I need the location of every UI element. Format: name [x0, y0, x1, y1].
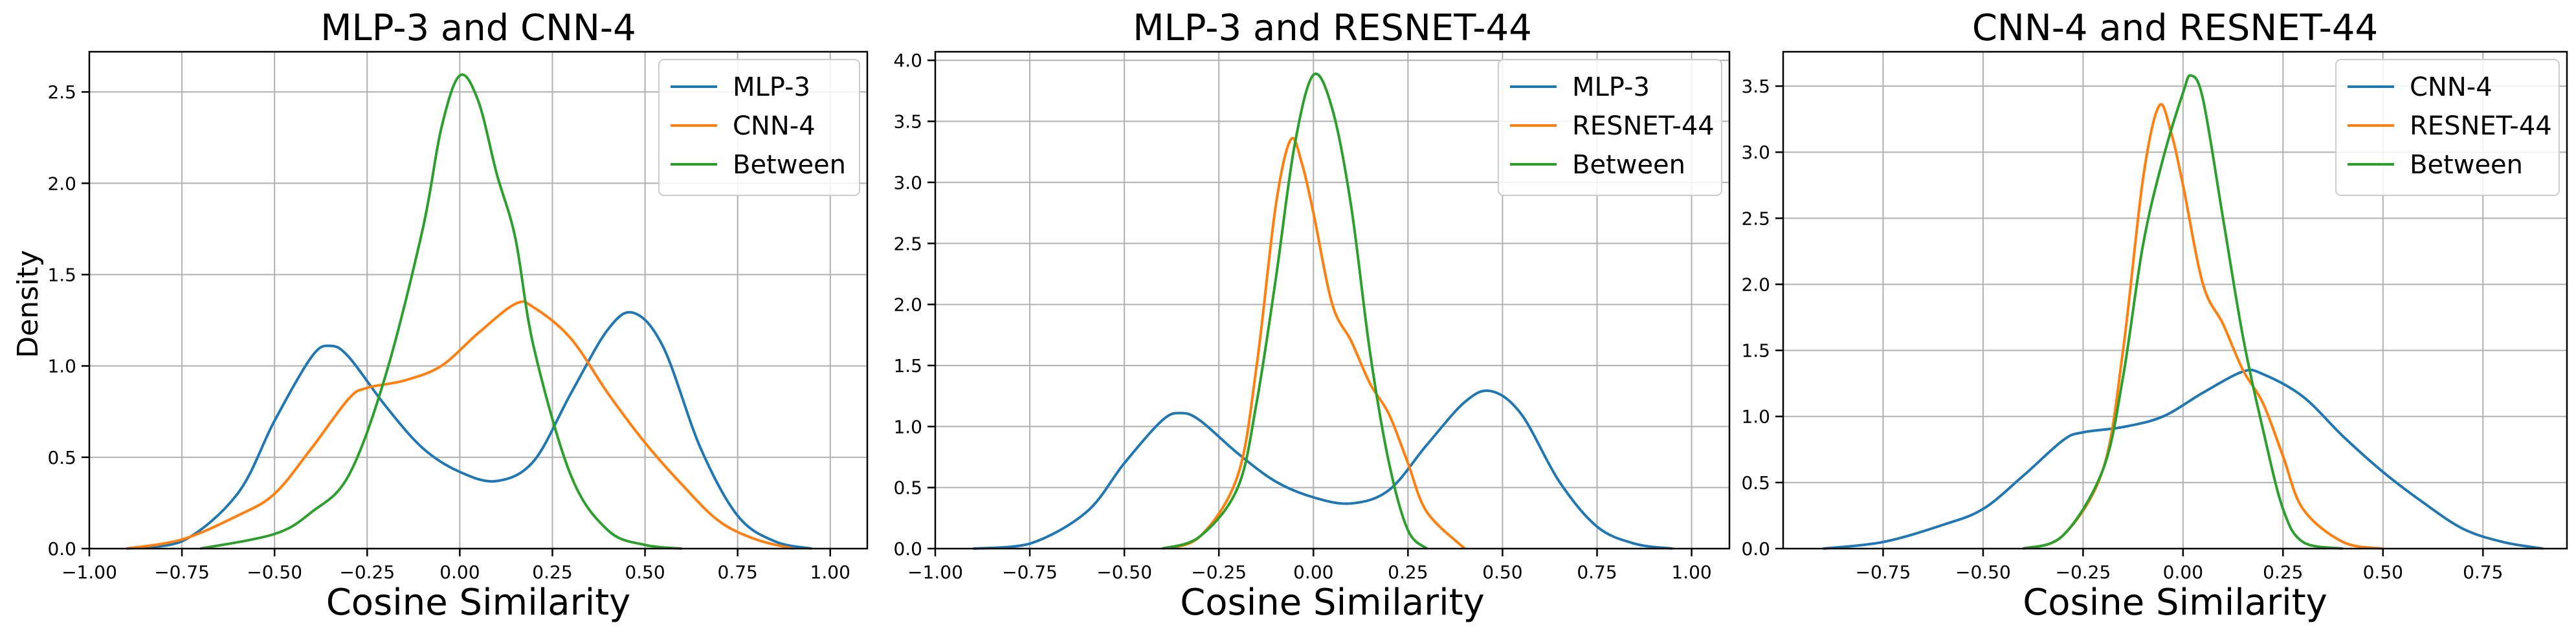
y-tick-label: 3.0	[893, 172, 922, 193]
x-tick-label: 0.00	[2163, 562, 2203, 583]
y-tick-label: 1.5	[47, 264, 76, 285]
x-tick-label: 0.75	[1577, 562, 1617, 583]
x-tick-label: −0.75	[1856, 562, 1911, 583]
legend-box	[658, 59, 860, 196]
y-tick-label: 2.5	[1741, 208, 1770, 229]
y-tick-label: 1.0	[47, 356, 76, 377]
x-axis-label: Cosine Similarity	[2023, 582, 2327, 624]
y-tick-label: 3.5	[893, 111, 922, 133]
y-tick-label: 2.5	[893, 233, 922, 254]
series-line-cnn-4	[126, 300, 794, 550]
y-tick-label: 2.0	[893, 294, 922, 316]
y-tick-label: 1.5	[893, 355, 922, 377]
series-line-between	[1161, 72, 1428, 550]
series-line-mlp-3	[973, 389, 1673, 550]
x-tick-label: 0.00	[1293, 562, 1333, 583]
plot-frame	[1782, 50, 2568, 550]
y-tick-label: 4.0	[893, 50, 922, 71]
series-line-between	[200, 73, 683, 550]
legend-entry: RESNET-44	[1572, 111, 1715, 141]
y-tick-label: 1.0	[893, 416, 922, 437]
x-tick-label: −0.50	[1096, 562, 1152, 583]
x-tick-label: 1.00	[1671, 562, 1711, 583]
x-tick-label: −0.25	[2055, 562, 2111, 583]
x-tick-label: 0.50	[2363, 562, 2403, 583]
legend-box	[1498, 59, 1722, 196]
x-tick-label: 0.25	[2263, 562, 2303, 583]
series-line-resnet-44	[1161, 137, 1466, 550]
legend-entry: MLP-3	[1572, 72, 1650, 102]
y-tick-label: 0.0	[1741, 538, 1770, 560]
x-tick-label: −0.50	[247, 562, 302, 583]
series-line-mlp-3	[126, 311, 812, 550]
y-tick-label: 0.5	[1741, 472, 1770, 494]
y-tick-label: 3.0	[1741, 142, 1770, 163]
x-tick-label: −1.00	[61, 562, 117, 583]
y-tick-label: 0.0	[47, 538, 76, 560]
chart-title: CNN-4 and RESNET-44	[1972, 7, 2378, 49]
legend-box	[2335, 59, 2560, 196]
series-line-between	[2023, 74, 2344, 550]
chart-panel-3: −0.75 −0.50 −0.25 0.00 0.25 0.50 0.75 0.0 0.5 1.0…	[1741, 7, 2568, 624]
series-line-cnn-4	[1823, 368, 2544, 550]
y-tick-label: 0.5	[47, 447, 76, 468]
chart-panel-1: −1.00 −0.75 −0.50 −0.25 0.00 0.25 0.50 0.75 1.00…	[47, 7, 869, 624]
legend-entry: Between	[2410, 150, 2523, 180]
x-tick-label: −0.75	[154, 562, 210, 583]
x-axis-label: Cosine Similarity	[1180, 582, 1485, 624]
legend-entry: Between	[1572, 150, 1685, 180]
y-tick-label: 2.0	[1741, 274, 1770, 295]
x-tick-label: 0.50	[1482, 562, 1522, 583]
legend-entry: MLP-3	[733, 72, 810, 102]
x-tick-label: 0.75	[2463, 562, 2503, 583]
x-tick-label: −1.00	[907, 562, 963, 583]
y-axis-label: Density	[12, 250, 45, 358]
x-tick-label: 0.50	[625, 562, 665, 583]
y-tick-label: 1.5	[1741, 340, 1770, 362]
x-tick-label: −0.75	[1002, 562, 1058, 583]
x-tick-label: 0.75	[717, 562, 757, 583]
x-tick-label: 0.25	[1388, 562, 1428, 583]
plot-frame	[934, 50, 1731, 550]
plot-frame	[88, 50, 869, 550]
y-tick-label: 2.5	[47, 82, 76, 103]
y-tick-label: 0.5	[893, 477, 922, 499]
x-tick-label: 0.25	[532, 562, 572, 583]
legend-entry: CNN-4	[2410, 72, 2493, 102]
y-tick-label: 0.0	[893, 538, 922, 560]
legend-entry: Between	[733, 150, 846, 180]
y-tick-label: 1.0	[1741, 406, 1770, 428]
series-line-resnet-44	[2023, 103, 2384, 550]
y-tick-label: 2.0	[47, 173, 76, 194]
x-tick-label: 1.00	[810, 562, 850, 583]
legend-entry: RESNET-44	[2410, 111, 2552, 141]
chart-title: MLP-3 and CNN-4	[320, 7, 636, 49]
x-tick-label: −0.25	[339, 562, 395, 583]
x-tick-label: −0.50	[1955, 562, 2011, 583]
chart-title: MLP-3 and RESNET-44	[1133, 7, 1532, 49]
chart-panel-2: −1.00 −0.75 −0.50 −0.25 0.00 0.25 0.50 0.75 1.00…	[893, 7, 1731, 624]
legend-entry: CNN-4	[733, 111, 816, 141]
x-tick-label: 0.00	[439, 562, 480, 583]
y-tick-label: 3.5	[1741, 76, 1770, 97]
x-axis-label: Cosine Similarity	[326, 582, 631, 624]
x-tick-label: −0.25	[1191, 562, 1247, 583]
